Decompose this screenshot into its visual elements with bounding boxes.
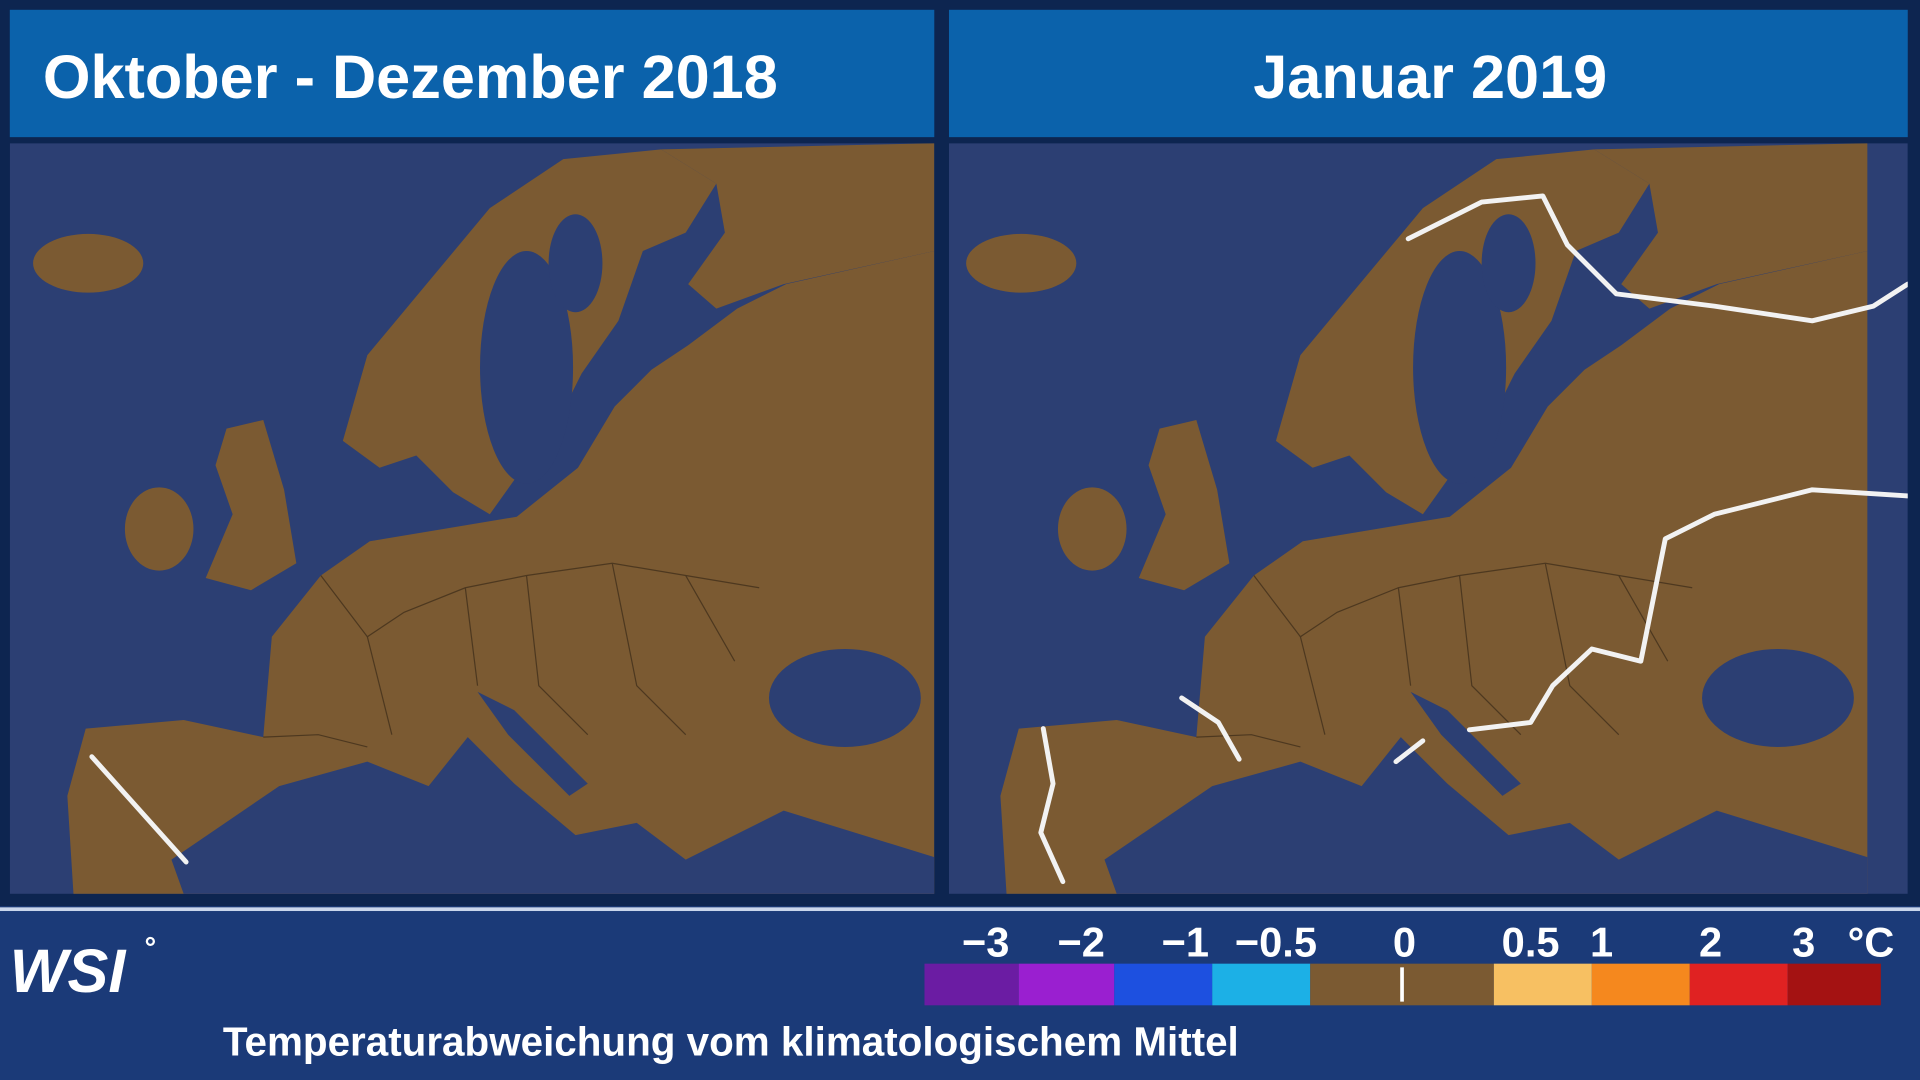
legend-swatch bbox=[1114, 963, 1213, 1006]
title-bar bbox=[9, 9, 935, 138]
legend-swatch bbox=[924, 963, 1019, 1006]
legend-swatch bbox=[1591, 963, 1690, 1006]
map-right bbox=[948, 143, 1908, 894]
panel-title: Januar 2019 bbox=[1253, 43, 1607, 111]
logo: WSI bbox=[10, 937, 128, 1005]
legend-tick-label: 0 bbox=[1393, 918, 1416, 965]
map-left bbox=[9, 143, 935, 894]
legend-unit: °C bbox=[1848, 918, 1895, 965]
footer-rule bbox=[0, 907, 1920, 912]
logo-mark: ° bbox=[144, 932, 156, 965]
legend-swatch bbox=[1787, 963, 1881, 1006]
legend-tick-label: −1 bbox=[1162, 918, 1209, 965]
legend-tick-label: 1 bbox=[1590, 918, 1613, 965]
title-bar bbox=[948, 9, 1908, 138]
legend-tick-label: −2 bbox=[1057, 918, 1104, 965]
caption: Temperaturabweichung vom klimatologische… bbox=[223, 1019, 1239, 1065]
legend: −3 −2 −1 −0.5 0 0.5 1 2 3 °C bbox=[924, 918, 1895, 1006]
legend-tick-label: 3 bbox=[1792, 918, 1815, 965]
legend-tick-label: −0.5 bbox=[1235, 918, 1317, 965]
legend-tick-label: 0.5 bbox=[1502, 918, 1560, 965]
legend-swatch bbox=[1493, 963, 1592, 1006]
legend-swatch bbox=[1689, 963, 1788, 1006]
legend-tick-label: −3 bbox=[962, 918, 1009, 965]
legend-tick-label: 2 bbox=[1699, 918, 1722, 965]
legend-swatch bbox=[1212, 963, 1311, 1006]
panel-title: Oktober - Dezember 2018 bbox=[43, 43, 778, 111]
legend-swatch bbox=[1018, 963, 1115, 1006]
